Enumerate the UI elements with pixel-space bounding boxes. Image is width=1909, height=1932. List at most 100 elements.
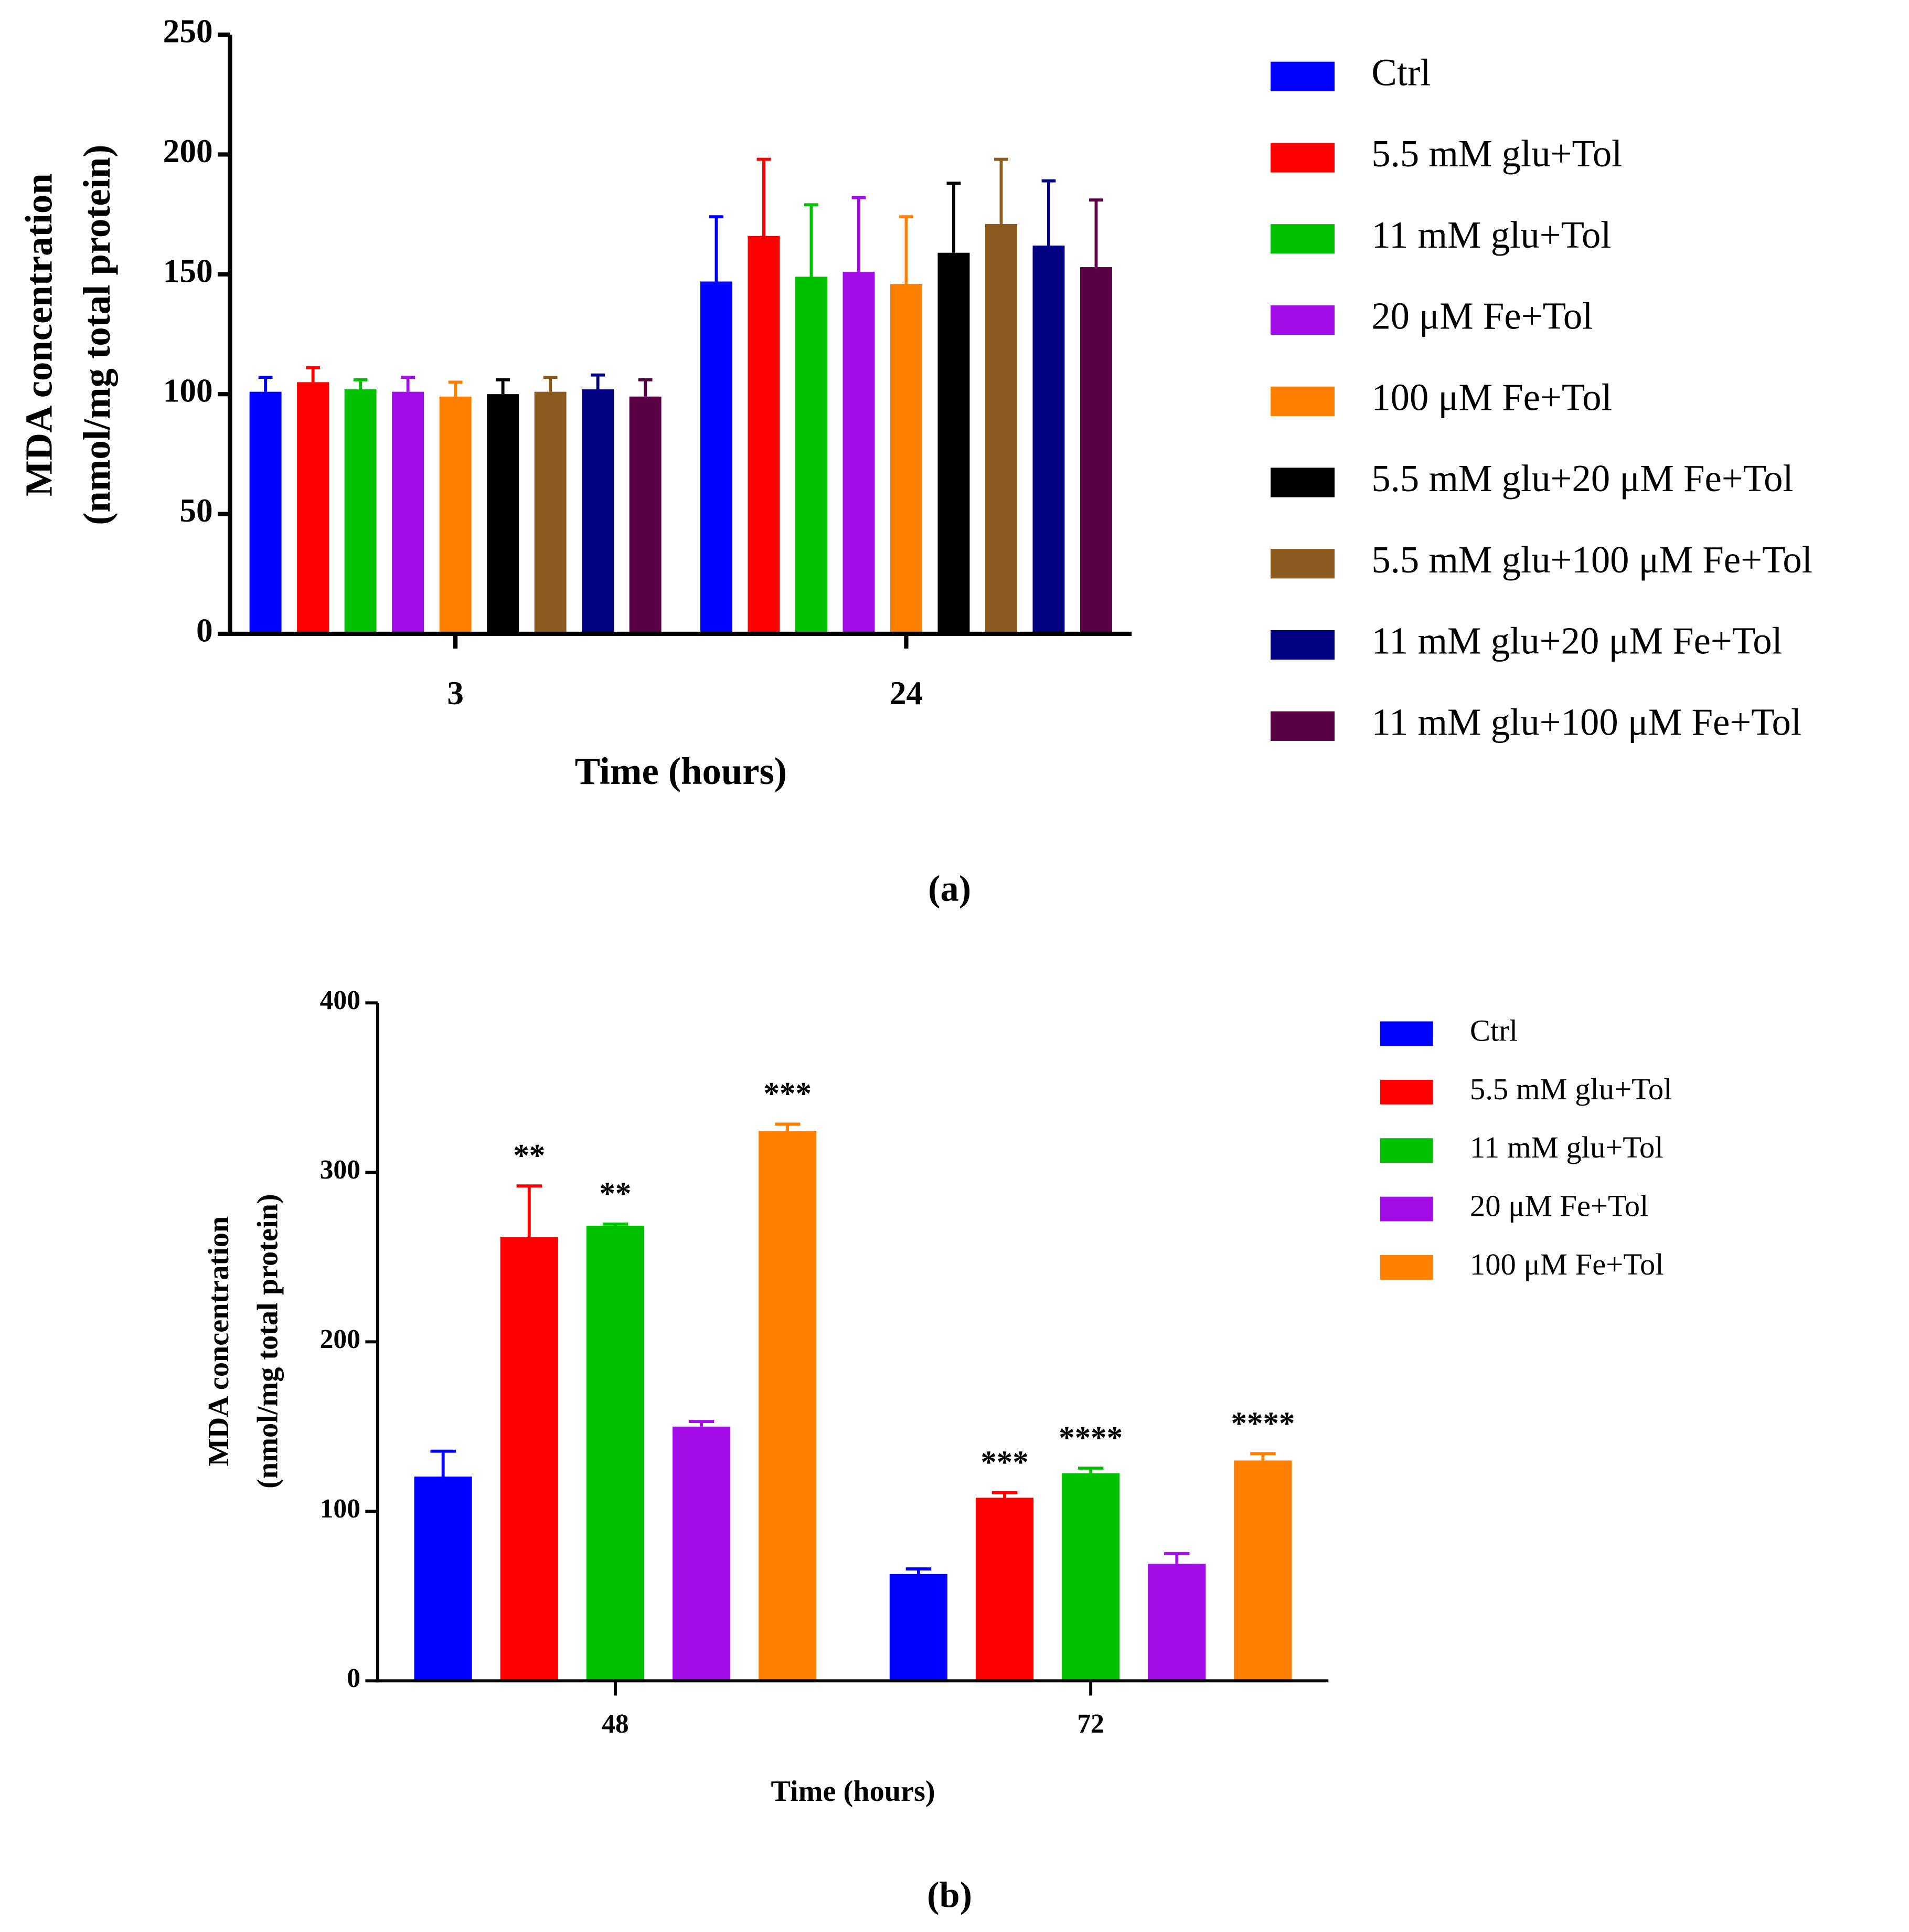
legend-swatch bbox=[1271, 468, 1335, 497]
y-tick-label: 100 bbox=[163, 373, 213, 409]
bar bbox=[890, 284, 922, 634]
legend-label: Ctrl bbox=[1470, 1013, 1518, 1047]
bar bbox=[249, 391, 282, 634]
error-bar bbox=[899, 215, 913, 284]
error-bar bbox=[543, 376, 558, 392]
legend-label: 20 μM Fe+Tol bbox=[1470, 1189, 1648, 1223]
y-tick-label: 50 bbox=[179, 492, 212, 529]
y-tick-label: 250 bbox=[163, 13, 213, 50]
legend-swatch bbox=[1271, 549, 1335, 579]
bar bbox=[582, 389, 614, 634]
legend-swatch bbox=[1380, 1138, 1433, 1163]
legend-swatch bbox=[1271, 386, 1335, 416]
error-bar bbox=[602, 1222, 628, 1226]
error-bar bbox=[991, 1491, 1018, 1498]
bar bbox=[1234, 1460, 1292, 1681]
error-bar bbox=[496, 378, 510, 395]
y-axis-label: (nmol/mg total protein) bbox=[252, 1194, 284, 1489]
legend-swatch bbox=[1271, 630, 1335, 660]
legend-label: 5.5 mM glu+100 μM Fe+Tol bbox=[1371, 538, 1812, 581]
legend-label: 100 μM Fe+Tol bbox=[1470, 1247, 1664, 1281]
legend-label: 5.5 mM glu+Tol bbox=[1470, 1072, 1672, 1106]
bar bbox=[759, 1131, 817, 1681]
legend-swatch bbox=[1271, 305, 1335, 335]
panel-label: (b) bbox=[927, 1874, 972, 1915]
y-tick-label: 400 bbox=[320, 985, 360, 1015]
legend-swatch bbox=[1380, 1196, 1433, 1222]
bar bbox=[985, 224, 1017, 634]
bar bbox=[1062, 1473, 1120, 1681]
legend-label: 20 μM Fe+Tol bbox=[1371, 295, 1593, 337]
error-bar bbox=[804, 203, 818, 277]
bar bbox=[937, 252, 970, 634]
x-tick-label: 72 bbox=[1077, 1709, 1104, 1739]
legend-label: Ctrl bbox=[1371, 51, 1431, 93]
significance-label: *** bbox=[763, 1077, 811, 1112]
error-bar bbox=[756, 157, 771, 236]
error-bar bbox=[688, 1420, 714, 1427]
legend-swatch bbox=[1380, 1255, 1433, 1280]
error-bar bbox=[1164, 1552, 1190, 1564]
error-bar bbox=[905, 1567, 932, 1574]
legend-swatch bbox=[1271, 224, 1335, 254]
error-bar bbox=[1089, 198, 1103, 268]
legend-label: 5.5 mM glu+Tol bbox=[1371, 132, 1622, 175]
panel-label: (a) bbox=[928, 868, 971, 909]
bar bbox=[1148, 1564, 1206, 1681]
legend-label: 100 μM Fe+Tol bbox=[1371, 376, 1612, 418]
bar bbox=[586, 1226, 645, 1681]
legend-label: 11 mM glu+20 μM Fe+Tol bbox=[1371, 620, 1782, 662]
bar bbox=[795, 277, 827, 634]
bar bbox=[700, 281, 732, 634]
error-bar bbox=[448, 380, 463, 397]
bar bbox=[889, 1574, 948, 1681]
bar bbox=[297, 382, 329, 634]
bar bbox=[748, 236, 780, 634]
error-bar bbox=[774, 1122, 801, 1131]
error-bar bbox=[258, 376, 273, 392]
error-bar bbox=[430, 1449, 456, 1477]
error-bar bbox=[353, 378, 368, 390]
bar bbox=[534, 391, 567, 634]
significance-label: ** bbox=[513, 1139, 545, 1174]
legend-swatch bbox=[1271, 143, 1335, 173]
y-tick-label: 150 bbox=[163, 252, 213, 289]
y-axis-label: (nmol/mg total protein) bbox=[76, 145, 118, 525]
error-bar bbox=[994, 157, 1008, 224]
x-axis-label: Time (hours) bbox=[771, 1775, 935, 1808]
legend-label: 11 mM glu+Tol bbox=[1470, 1130, 1663, 1164]
bar bbox=[392, 391, 424, 634]
error-bar bbox=[516, 1184, 542, 1237]
y-axis-label: MDA concentration bbox=[18, 173, 60, 496]
error-bar bbox=[1250, 1452, 1276, 1461]
y-tick-label: 200 bbox=[320, 1324, 360, 1354]
bar bbox=[672, 1426, 731, 1681]
x-tick-label: 24 bbox=[890, 675, 923, 712]
y-tick-label: 200 bbox=[163, 133, 213, 169]
y-tick-label: 100 bbox=[320, 1494, 360, 1524]
x-axis-label: Time (hours) bbox=[575, 750, 787, 792]
legend-swatch bbox=[1380, 1079, 1433, 1105]
bar bbox=[439, 396, 472, 634]
error-bar bbox=[638, 378, 653, 397]
legend-swatch bbox=[1271, 61, 1335, 91]
y-tick-label: 0 bbox=[196, 612, 213, 649]
significance-label: ** bbox=[599, 1176, 631, 1212]
bar bbox=[975, 1498, 1034, 1681]
significance-label: *** bbox=[980, 1445, 1028, 1480]
x-tick-label: 3 bbox=[447, 675, 464, 712]
bar bbox=[1032, 245, 1065, 634]
bar bbox=[629, 396, 662, 634]
bar bbox=[487, 394, 519, 634]
legend-label: 11 mM glu+100 μM Fe+Tol bbox=[1371, 700, 1801, 743]
error-bar bbox=[306, 366, 321, 383]
error-bar bbox=[851, 196, 866, 272]
legend-swatch bbox=[1380, 1021, 1433, 1046]
bar bbox=[500, 1237, 558, 1681]
error-bar bbox=[709, 215, 723, 282]
y-tick-label: 0 bbox=[347, 1663, 360, 1693]
y-tick-label: 300 bbox=[320, 1155, 360, 1185]
legend-label: 5.5 mM glu+20 μM Fe+Tol bbox=[1371, 457, 1793, 500]
